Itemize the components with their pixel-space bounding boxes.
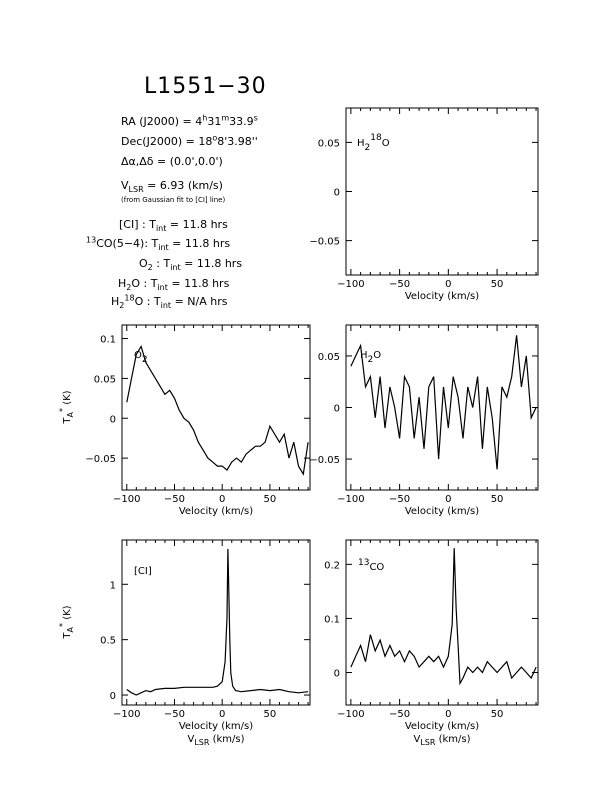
integration-h218o: H218O : Tint = N/A hrs bbox=[111, 293, 228, 311]
y-tick-label-o2: 0.05 bbox=[94, 374, 116, 385]
x-tick-label-h218o: −100 bbox=[337, 279, 364, 290]
vlsr-axis-label: VLSR (km/s) bbox=[187, 734, 244, 747]
y-tick-label-h218o: 0.05 bbox=[318, 138, 340, 149]
x-tick-label-13co: 50 bbox=[491, 709, 504, 720]
x-tick-label-13co: −50 bbox=[389, 709, 410, 720]
x-tick-label-ci: 50 bbox=[264, 709, 277, 720]
x-tick-label-h2o: 50 bbox=[491, 494, 504, 505]
panel-frame-o2 bbox=[121, 324, 311, 491]
x-tick-label-o2: 0 bbox=[219, 494, 225, 505]
x-tick-label-o2: −100 bbox=[113, 494, 140, 505]
spectrum-line-h2o bbox=[350, 335, 537, 470]
y-tick-label-h218o: 0 bbox=[334, 188, 340, 199]
ra-line: RA (J2000) = 4h31m33.9s bbox=[121, 113, 258, 128]
x-tick-label-h2o: 0 bbox=[445, 494, 451, 505]
y-tick-label-13co: 0 bbox=[334, 669, 340, 680]
x-tick-label-ci: 0 bbox=[219, 709, 225, 720]
y-tick-label-13co: 0.2 bbox=[324, 560, 340, 571]
x-tick-label-o2: −50 bbox=[164, 494, 185, 505]
integration-o2: O2 : Tint = 11.8 hrs bbox=[139, 257, 243, 273]
x-tick-label-h2o: −50 bbox=[389, 494, 410, 505]
x-tick-label-ci: −50 bbox=[164, 709, 185, 720]
dec-line: Dec(J2000) = 18o8'3.98'' bbox=[121, 133, 258, 148]
x-tick-label-h218o: 0 bbox=[445, 279, 451, 290]
vlsr-axis-label: VLSR (km/s) bbox=[413, 734, 470, 747]
spectrum-line-o2 bbox=[126, 345, 309, 476]
y-tick-label-h218o: −0.05 bbox=[309, 237, 340, 248]
x-tick-label-o2: 50 bbox=[264, 494, 277, 505]
source-name: L1551−30 bbox=[144, 74, 267, 99]
integration-h2o: H2O : Tint = 11.8 hrs bbox=[118, 277, 230, 293]
y-axis-label-ta: TA* (K) bbox=[58, 605, 75, 639]
y-tick-label-h2o: −0.05 bbox=[309, 455, 340, 466]
integration-13co: 13CO(5−4): Tint = 11.8 hrs bbox=[86, 235, 231, 253]
x-tick-label-h2o: −100 bbox=[337, 494, 364, 505]
x-axis-label-13co: Velocity (km/s) bbox=[405, 721, 479, 732]
y-tick-label-h2o: 0 bbox=[334, 404, 340, 415]
y-tick-label-o2: 0.1 bbox=[100, 335, 116, 346]
x-tick-label-13co: 0 bbox=[445, 709, 451, 720]
x-tick-label-h218o: 50 bbox=[491, 279, 504, 290]
y-tick-label-ci: 0 bbox=[110, 691, 116, 702]
spectrum-line-13co bbox=[350, 548, 537, 686]
x-tick-label-ci: −100 bbox=[113, 709, 140, 720]
spectrum-line-ci bbox=[126, 548, 309, 696]
y-tick-label-ci: 0.5 bbox=[100, 636, 116, 647]
y-tick-label-13co: 0.1 bbox=[324, 614, 340, 625]
vlsr-note: (from Gaussian fit to [CI] line) bbox=[121, 196, 226, 204]
x-axis-label-o2: Velocity (km/s) bbox=[179, 506, 253, 517]
panel-frame-13co bbox=[345, 539, 539, 706]
x-axis-label-h218o: Velocity (km/s) bbox=[405, 291, 479, 302]
line-label-13co: 13CO bbox=[358, 558, 384, 573]
panel-frame-ci bbox=[121, 539, 311, 706]
integration-ci: [CI] : Tint = 11.8 hrs bbox=[119, 218, 228, 234]
y-tick-label-ci: 1 bbox=[110, 580, 116, 591]
x-tick-label-13co: −100 bbox=[337, 709, 364, 720]
y-tick-label-o2: 0 bbox=[110, 414, 116, 425]
y-tick-label-o2: −0.05 bbox=[85, 454, 116, 465]
vlsr-line: VLSR = 6.93 (km/s) bbox=[121, 179, 223, 195]
y-tick-label-h2o: 0.05 bbox=[318, 352, 340, 363]
y-axis-label-ta: TA* (K) bbox=[58, 390, 75, 424]
x-axis-label-ci: Velocity (km/s) bbox=[179, 721, 253, 732]
line-label-h218o: H218O bbox=[357, 133, 390, 153]
offset-line: Δα,Δδ = (0.0',0.0') bbox=[121, 155, 223, 168]
x-axis-label-h2o: Velocity (km/s) bbox=[405, 506, 479, 517]
x-tick-label-h218o: −50 bbox=[389, 279, 410, 290]
line-label-ci: [CI] bbox=[134, 566, 152, 577]
